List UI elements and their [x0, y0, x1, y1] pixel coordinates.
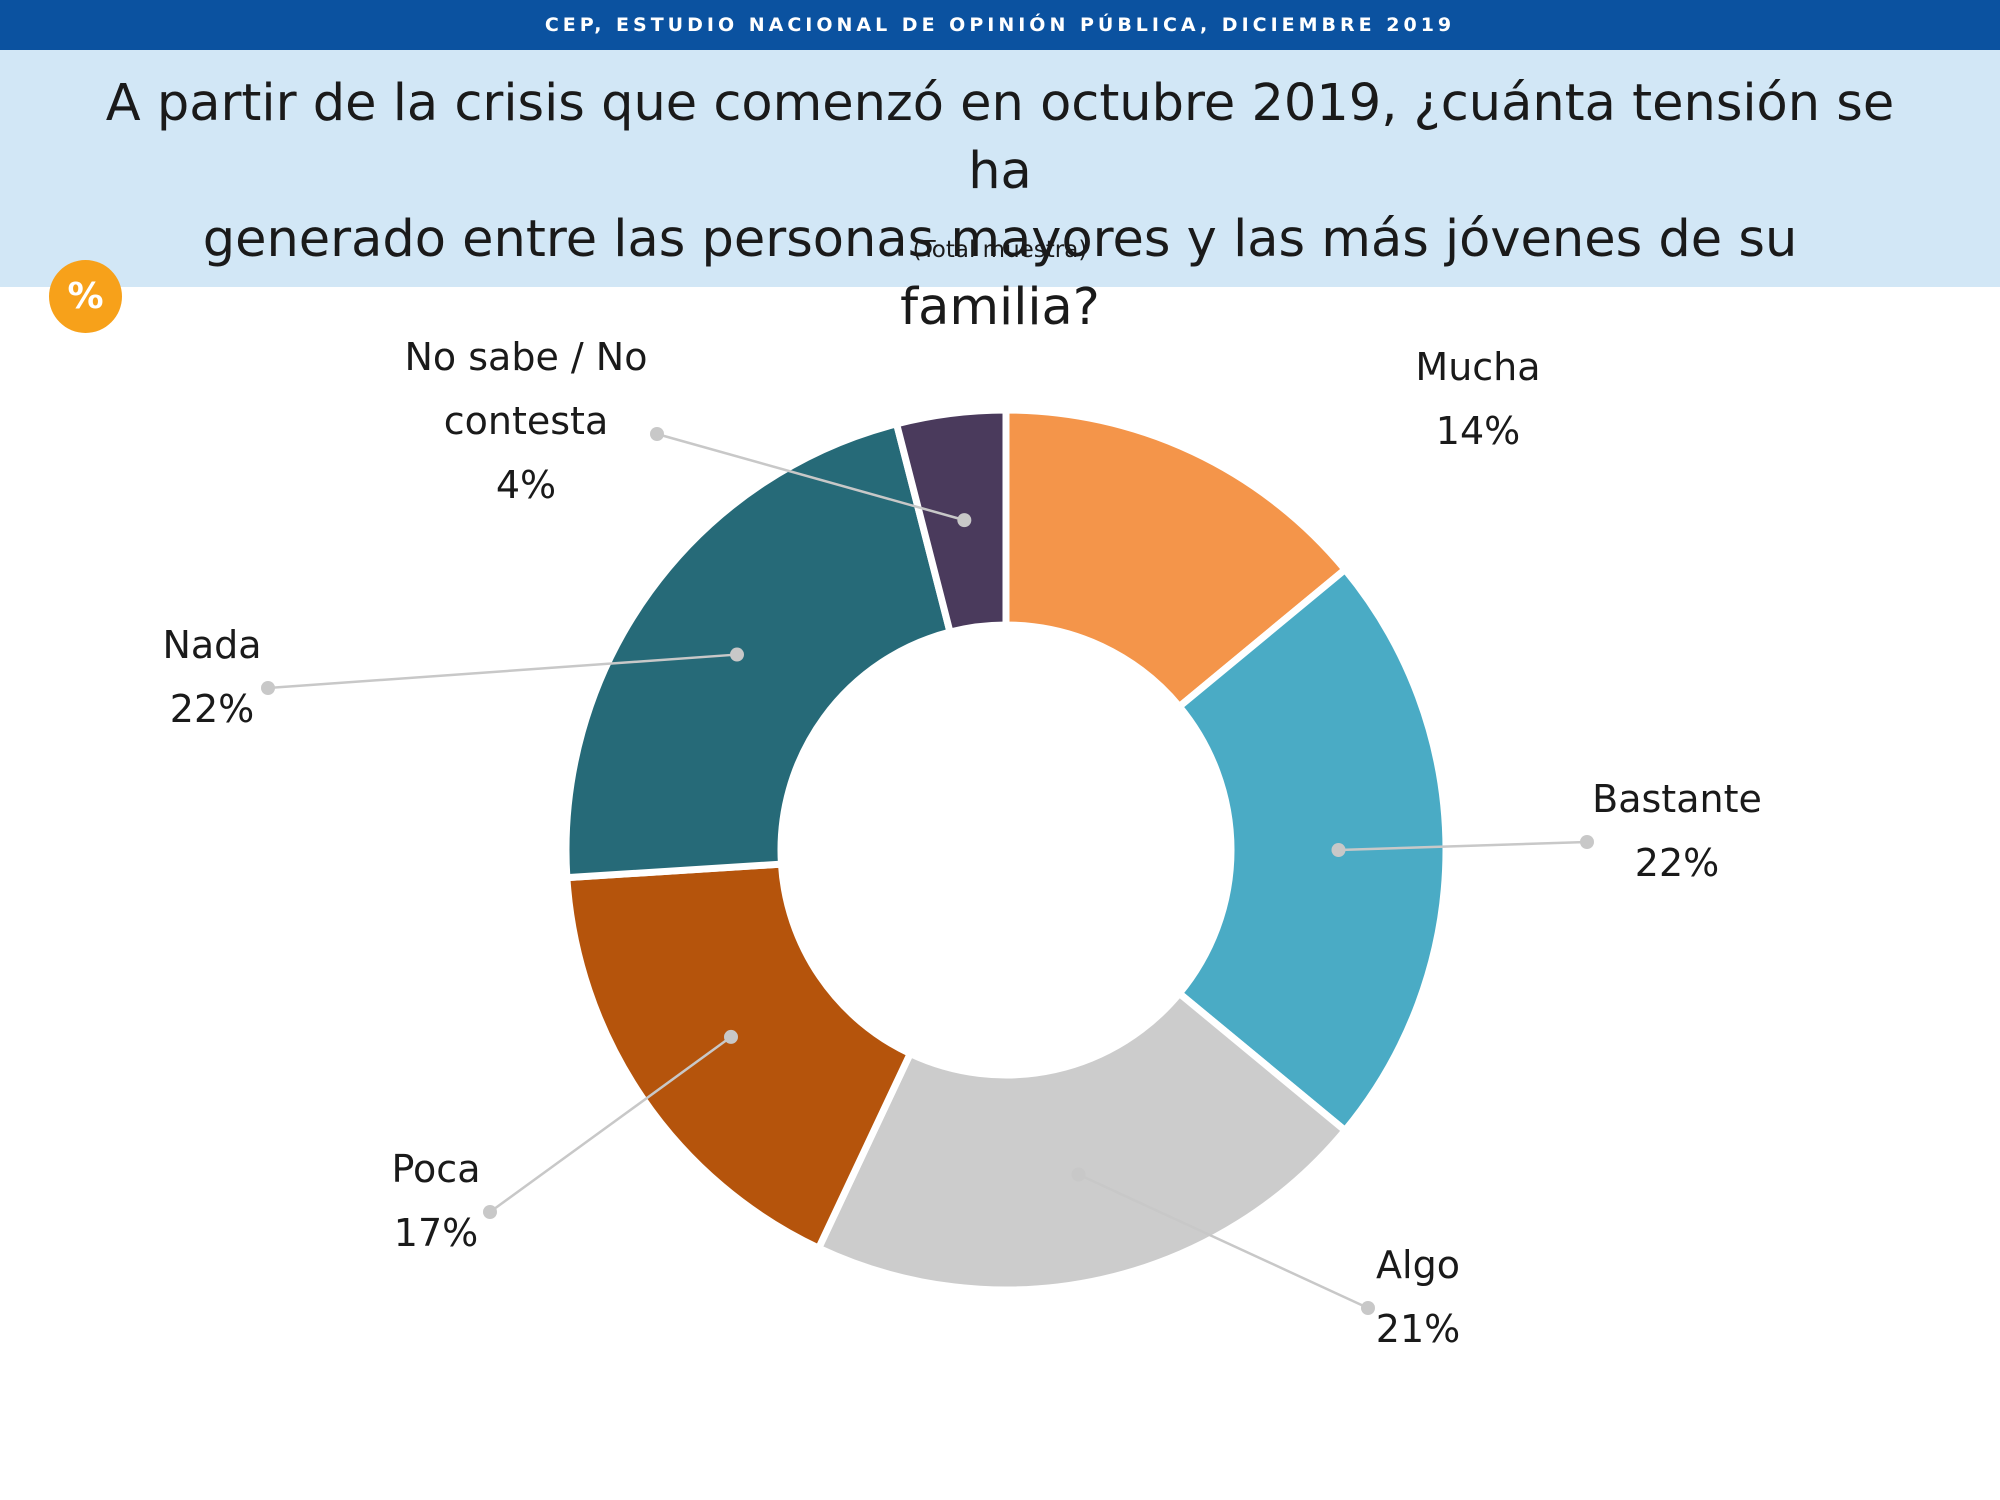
leader-line	[1338, 840, 1588, 852]
leader-dot	[957, 513, 972, 528]
chart-title-line-1: A partir de la crisis que comenzó en oct…	[105, 74, 1895, 201]
chart-subtitle: (Total muestra)	[912, 237, 1088, 263]
leader-line	[267, 653, 738, 690]
leader-dot	[723, 1029, 738, 1044]
slice-category-label: No sabe / No	[405, 335, 648, 379]
leader-dot	[650, 427, 664, 441]
slice-algo	[813, 988, 1350, 1294]
leader-dot	[1361, 1301, 1375, 1315]
slice-value-label: 14%	[1436, 409, 1520, 453]
source-banner: CEP, ESTUDIO NACIONAL DE OPINIÓN PÚBLICA…	[0, 0, 2000, 50]
slice-category-label: Nada	[162, 623, 261, 667]
slice-category-label: contesta	[444, 399, 609, 443]
slice-value-label: 21%	[1376, 1307, 1460, 1351]
leader-line	[489, 1035, 732, 1214]
slice-value-label: 17%	[394, 1211, 478, 1255]
leader-dot	[730, 647, 745, 662]
slice-nada	[562, 419, 955, 882]
header-panel	[0, 50, 2000, 287]
leader-dot	[1331, 843, 1346, 857]
slice-category-label: Bastante	[1592, 777, 1762, 821]
chart-title: A partir de la crisis que comenzó en oct…	[100, 70, 1900, 342]
percent-badge-icon: %	[49, 260, 122, 333]
slice-labels: Mucha 14% Bastante 22% Algo 21% Poca 17% Nada 22%…	[162, 335, 1761, 1351]
chart-title-line-2: generado entre las personas mayores y la…	[202, 210, 1798, 337]
leader-line	[656, 432, 965, 522]
slice-value-label: 22%	[1635, 841, 1719, 885]
slice-value-label: 4%	[496, 463, 556, 507]
slice-category-label: Poca	[392, 1147, 481, 1191]
leader-dot	[1071, 1167, 1086, 1182]
slice-no-sabe-no-contesta	[892, 406, 1010, 637]
slice-poca	[563, 860, 915, 1253]
source-text: CEP, ESTUDIO NACIONAL DE OPINIÓN PÚBLICA…	[544, 14, 1456, 36]
slice-mucha	[1002, 406, 1350, 712]
slice-value-label: 22%	[170, 687, 254, 731]
slice-category-label: Mucha	[1415, 345, 1540, 389]
leader-dot	[1580, 835, 1594, 849]
leader-lines	[261, 427, 1594, 1315]
leader-line	[1078, 1173, 1369, 1310]
slice-category-label: Algo	[1376, 1243, 1460, 1287]
leader-dot	[483, 1205, 497, 1219]
slice-bastante	[1174, 564, 1450, 1136]
leader-dot	[261, 681, 275, 695]
donut-slices	[562, 406, 1450, 1294]
